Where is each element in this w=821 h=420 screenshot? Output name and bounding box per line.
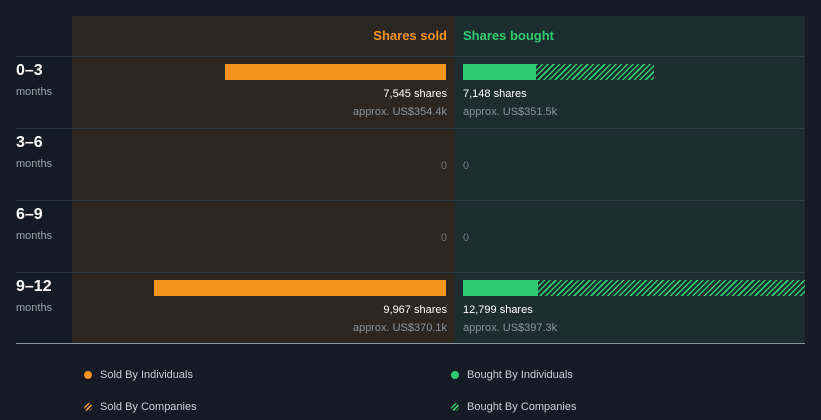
bar-sold-individuals-0-3[interactable] (224, 64, 446, 80)
bar-bought-companies-0-3[interactable] (536, 64, 654, 80)
row-range-label: 9–12 (16, 278, 52, 295)
legend-label: Sold By Individuals (100, 369, 193, 381)
row-divider (16, 200, 805, 201)
chart-baseline (16, 343, 805, 344)
bar-bought-companies-9-12[interactable] (537, 280, 805, 296)
legend-label: Bought By Companies (467, 401, 577, 413)
bought-zero-label: 0 (463, 232, 470, 244)
legend-sold-individuals[interactable]: Sold By Individuals (84, 369, 193, 381)
legend-bought-companies[interactable]: Bought By Companies (451, 401, 576, 413)
legend-swatch (451, 371, 459, 379)
legend-sold-companies[interactable]: Sold By Companies (84, 401, 197, 413)
bought-column-header: Shares bought (463, 28, 555, 43)
legend-swatch (451, 403, 459, 411)
bought-value-label: approx. US$397.3k (463, 322, 558, 334)
bought-shares-label: 12,799 shares (463, 304, 533, 316)
legend-swatch (84, 371, 92, 379)
bought-shares-label: 7,148 shares (463, 88, 527, 100)
legend-swatch (84, 403, 92, 411)
row-unit-label: months (16, 86, 53, 98)
row-divider (16, 272, 805, 273)
legend-bought-individuals[interactable]: Bought By Individuals (451, 369, 573, 381)
bar-bought-individuals-0-3[interactable] (463, 64, 537, 80)
row-unit-label: months (16, 230, 53, 242)
sold-column-header: Shares sold (373, 28, 447, 43)
row-range-label: 3–6 (16, 134, 43, 151)
sold-shares-label: 9,967 shares (383, 304, 447, 316)
legend-label: Sold By Companies (100, 401, 197, 413)
row-unit-label: months (16, 158, 53, 170)
sold-value-label: approx. US$370.1k (352, 322, 447, 334)
bar-bought-individuals-9-12[interactable] (463, 280, 538, 296)
row-unit-label: months (16, 302, 53, 314)
sold-zero-label: 0 (440, 160, 447, 172)
bar-sold-individuals-9-12[interactable] (153, 280, 446, 296)
row-range-label: 0–3 (16, 62, 43, 79)
row-divider (16, 128, 805, 129)
bought-zero-label: 0 (463, 160, 470, 172)
sold-zero-label: 0 (440, 232, 447, 244)
row-divider (16, 56, 805, 57)
legend-label: Bought By Individuals (467, 369, 573, 381)
sold-shares-label: 7,545 shares (383, 88, 447, 100)
sold-value-label: approx. US$354.4k (352, 106, 447, 118)
row-range-label: 6–9 (16, 206, 43, 223)
bought-value-label: approx. US$351.5k (463, 106, 558, 118)
